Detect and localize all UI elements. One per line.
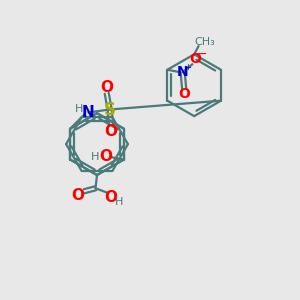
Text: O: O [105,124,118,139]
Text: CH₃: CH₃ [194,37,215,46]
Text: N: N [177,65,188,79]
Text: H: H [75,104,83,114]
Text: −: − [197,48,207,61]
Text: O: O [100,149,112,164]
Text: +: + [184,63,191,72]
Text: O: O [189,52,201,67]
Text: N: N [82,105,95,120]
Text: O: O [105,190,118,205]
Text: O: O [178,87,190,100]
Text: H: H [91,152,99,162]
Text: H: H [115,197,123,207]
Text: O: O [71,188,84,202]
Text: S: S [104,100,116,118]
Text: O: O [100,80,113,95]
